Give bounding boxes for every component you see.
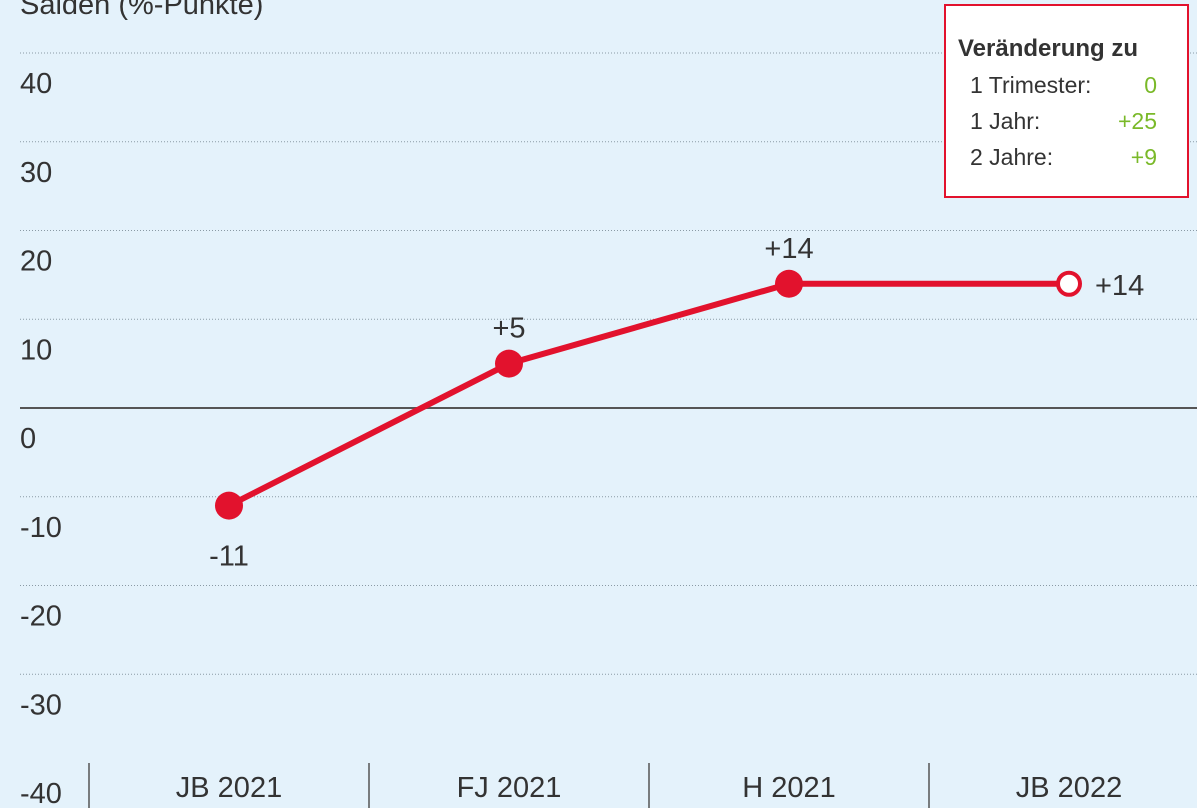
y-tick-label: 20 [20,246,52,278]
data-label: +14 [764,233,813,265]
y-tick-label: 30 [20,157,52,189]
legend-title: Veränderung zu [958,35,1138,62]
data-label: +14 [1095,270,1144,302]
x-tick-label: H 2021 [742,772,836,804]
y-tick-label: -20 [20,601,62,633]
marker [775,269,803,298]
y-tick-label: -40 [20,778,62,808]
legend-label: 2 Jahre: [970,144,1053,170]
axis-label: Salden (%-Punkte) [20,0,263,21]
x-tick-label: JB 2022 [1016,772,1122,804]
y-tick-label: -10 [20,512,62,544]
legend-value: +9 [1131,144,1157,170]
legend-label: 1 Jahr: [970,108,1040,134]
x-tick-label: JB 2021 [176,772,282,804]
legend-box [944,4,1189,198]
data-label: +5 [492,313,525,345]
y-tick-label: 0 [20,423,36,455]
x-tick-label: FJ 2021 [457,772,562,804]
marker [495,349,523,378]
marker [215,491,243,520]
legend-value: +25 [1118,108,1157,134]
marker [1056,270,1082,297]
legend-value: 0 [1144,72,1157,98]
y-tick-label: 40 [20,68,52,100]
line [227,280,1069,509]
y-tick-label: 10 [20,334,52,366]
y-tick-label: -30 [20,689,62,721]
legend-label: 1 Trimester: [970,72,1091,98]
data-label: -11 [209,541,249,573]
